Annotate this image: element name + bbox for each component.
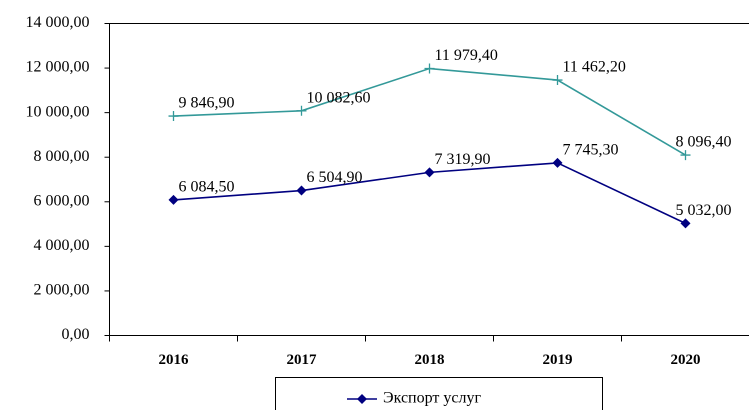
data-label: 6 084,50 bbox=[179, 179, 235, 196]
legend-marker bbox=[357, 394, 367, 404]
data-point bbox=[680, 218, 691, 229]
data-point bbox=[552, 75, 563, 86]
x-tick-label: 2016 bbox=[159, 352, 190, 368]
data-label: 9 846,90 bbox=[179, 95, 235, 112]
y-tick-label: 0,00 bbox=[62, 326, 90, 343]
data-label: 8 096,40 bbox=[676, 134, 732, 151]
y-tick-label: 6 000,00 bbox=[34, 192, 90, 209]
x-tick-label: 2019 bbox=[543, 352, 573, 368]
y-tick-label: 4 000,00 bbox=[34, 237, 90, 254]
y-tick-label: 2 000,00 bbox=[34, 282, 90, 299]
x-tick-label: 2017 bbox=[287, 352, 318, 368]
legend-box bbox=[275, 377, 603, 410]
data-point bbox=[168, 111, 179, 122]
y-tick-label: 8 000,00 bbox=[34, 148, 90, 165]
data-point bbox=[296, 185, 307, 196]
data-point bbox=[296, 105, 307, 116]
legend-label: Экспорт услуг bbox=[383, 390, 481, 407]
x-tick-label: 2018 bbox=[415, 352, 445, 368]
data-point bbox=[552, 157, 563, 168]
data-point bbox=[168, 194, 179, 205]
x-tick-label: 2020 bbox=[671, 352, 701, 368]
data-label: 7 319,90 bbox=[435, 151, 491, 168]
data-label: 10 082,60 bbox=[307, 89, 371, 106]
data-point bbox=[424, 167, 435, 178]
plot-area bbox=[109, 23, 749, 336]
data-label: 11 979,40 bbox=[435, 47, 498, 64]
y-tick-label: 10 000,00 bbox=[26, 103, 90, 120]
data-label: 6 504,90 bbox=[307, 169, 363, 186]
data-point bbox=[424, 63, 435, 74]
data-label: 5 032,00 bbox=[676, 202, 732, 219]
data-point bbox=[680, 150, 691, 161]
data-label: 11 462,20 bbox=[563, 59, 626, 76]
data-label: 7 745,30 bbox=[563, 142, 619, 159]
y-tick-label: 12 000,00 bbox=[26, 59, 90, 76]
y-tick-label: 14 000,00 bbox=[26, 14, 90, 31]
